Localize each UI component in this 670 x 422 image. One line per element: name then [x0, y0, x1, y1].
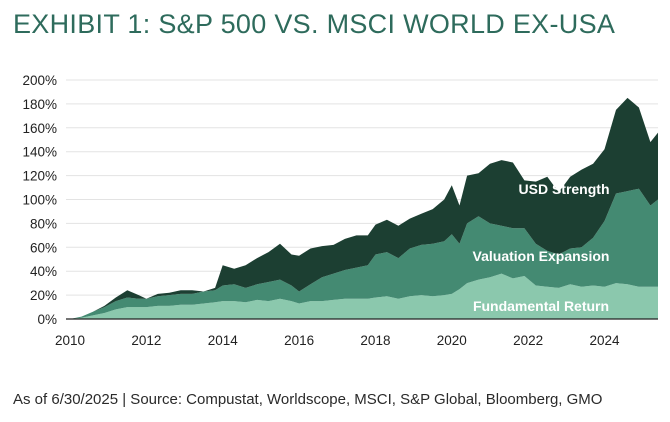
y-tick-labels: 0% 20% 40% 60% 80% 100% 120% 140% 160% 180% 200%	[22, 73, 57, 327]
valuation-expansion-area	[70, 188, 658, 319]
y-tick-label: 160%	[22, 121, 57, 136]
area-series-group	[70, 97, 658, 320]
y-tick-label: 120%	[22, 169, 57, 184]
y-tick-label: 60%	[30, 240, 57, 255]
y-tick-label: 140%	[22, 145, 57, 160]
x-tick-label: 2016	[284, 333, 314, 348]
y-tick-label: 200%	[22, 73, 57, 88]
y-tick-label: 20%	[30, 288, 57, 303]
fundamental-return-label: Fundamental Return	[473, 298, 609, 314]
x-tick-label: 2018	[360, 333, 390, 348]
x-tick-labels: 2010 2012 2014 2016 2018 2020 2022 2024	[55, 333, 620, 348]
x-tick-label: 2022	[513, 333, 543, 348]
x-tick-label: 2010	[55, 333, 85, 348]
y-tick-label: 40%	[30, 264, 57, 279]
valuation-expansion-label: Valuation Expansion	[473, 248, 610, 264]
area-labels: USD Strength Valuation Expansion Fundame…	[473, 181, 610, 314]
x-tick-label: 2020	[437, 333, 467, 348]
stacked-area-chart: 0% 20% 40% 60% 80% 100% 120% 140% 160% 180% 200% 2…	[22, 73, 658, 348]
y-tick-label: 100%	[22, 193, 57, 208]
y-tick-label: 0%	[37, 312, 57, 327]
usd-strength-label: USD Strength	[519, 181, 610, 197]
x-tick-label: 2024	[590, 333, 621, 348]
x-tick-label: 2012	[131, 333, 161, 348]
y-tick-label: 180%	[22, 97, 57, 112]
fundamental-return-area	[70, 273, 658, 319]
chart-title: EXHIBIT 1: S&P 500 VS. MSCI WORLD EX-USA	[13, 9, 616, 39]
source-note: As of 6/30/2025 | Source: Compustat, Wor…	[13, 391, 603, 408]
y-tick-label: 80%	[30, 216, 57, 231]
x-tick-label: 2014	[208, 333, 239, 348]
usd-strength-area	[70, 97, 658, 320]
